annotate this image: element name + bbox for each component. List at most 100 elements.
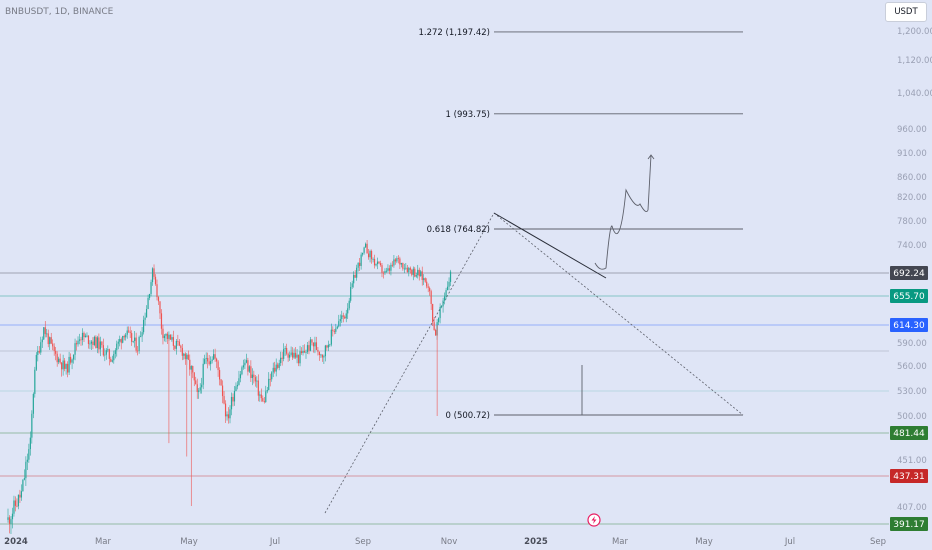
candle-body [92,341,94,346]
candle-body [26,459,28,462]
candle-body [184,353,186,360]
candle-body [119,339,121,342]
candle-body [218,370,221,380]
candle-body [420,271,422,277]
candle-body [233,391,236,402]
candle-body [8,517,11,524]
candle-body [46,333,48,335]
candle-body [189,359,191,370]
candle-body [297,354,300,364]
candle-body [372,258,374,260]
candle-body [190,365,192,370]
candle-body [123,335,125,338]
currency-button[interactable]: USDT [885,2,927,22]
candle-body [216,358,218,362]
candle-body [104,354,106,356]
candle-body [433,322,435,330]
candle-body [126,330,128,335]
candle-body [356,267,358,278]
candle-body [376,261,379,265]
candle-body [409,267,411,270]
fib-label: 1.272 (1,197.42) [418,28,490,38]
price-badge [890,517,928,531]
candle-body [448,281,450,287]
candle-body [336,326,338,329]
candle-body [28,449,30,460]
candle-body [157,297,160,302]
flash-icon[interactable] [587,513,601,527]
candle-body [272,367,274,373]
candle-body [311,339,313,343]
candle-body [64,360,66,369]
candle-body [400,262,402,265]
candle-body [347,308,349,314]
candle-body [181,347,183,356]
candle-body [440,306,443,308]
candle-body [196,384,198,392]
candle-body [75,343,78,345]
candle-body [446,286,449,291]
y-tick-label: 960.00 [897,125,927,135]
candle-body [180,345,182,348]
candle-body [291,352,294,358]
candle-body [314,342,316,347]
price-badge [890,289,928,303]
price-badge-label: 391.17 [893,520,925,530]
price-badges: 692.24 655.70 614.30 481.44 437.31 391.17 [890,266,928,531]
candle-body [274,367,276,372]
candle-body [263,401,265,403]
candle-body [37,350,39,355]
candle-body [84,335,87,338]
x-tick-label: 2025 [524,537,548,547]
candle-body [259,394,261,396]
candle-body [296,354,298,358]
candle-body [159,301,161,314]
candle-body [253,374,255,378]
candle-body [332,329,334,332]
candle-body [427,286,429,288]
candle-body [81,332,84,340]
candle-body [330,329,332,345]
candle-body [303,350,306,353]
candle-body [14,500,17,506]
candle-body [210,361,212,365]
price-badge-label: 614.30 [893,321,925,331]
price-badge [890,266,928,280]
candle-body [217,361,219,371]
candle-body [131,333,133,342]
candle-body [445,290,447,297]
candle-body [324,345,326,357]
candle-body [390,264,392,271]
candle-body [399,258,401,265]
candle-body [250,366,252,379]
candle-body [96,337,98,348]
candle-body [134,337,136,341]
candle-body [207,357,209,362]
candle-body [192,365,194,373]
candle-body [308,345,310,351]
candle-body [287,353,289,358]
candle-body [99,341,101,350]
x-tick-label: Sep [355,537,371,547]
projection-arrow [647,154,655,160]
candle-body [242,365,245,368]
candle-body [357,262,359,268]
candle-body [241,367,243,375]
candle-body [113,354,115,361]
candle-body [375,264,377,266]
candle-body [388,268,391,271]
candle-body [202,363,204,385]
candle-body [239,374,242,379]
candle-body [55,350,57,354]
candle-body [299,351,301,364]
candle-body [31,413,33,438]
candle-body [254,377,256,382]
candle-body [378,261,380,264]
y-tick-label: 910.00 [897,149,927,159]
candle-body [230,396,233,410]
candle-body [59,358,61,363]
candle-body [280,357,282,364]
candle-body [365,243,367,248]
candle-body [90,341,93,344]
